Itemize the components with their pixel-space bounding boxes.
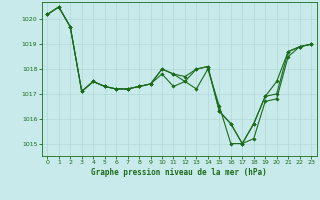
X-axis label: Graphe pression niveau de la mer (hPa): Graphe pression niveau de la mer (hPa) [91, 168, 267, 177]
